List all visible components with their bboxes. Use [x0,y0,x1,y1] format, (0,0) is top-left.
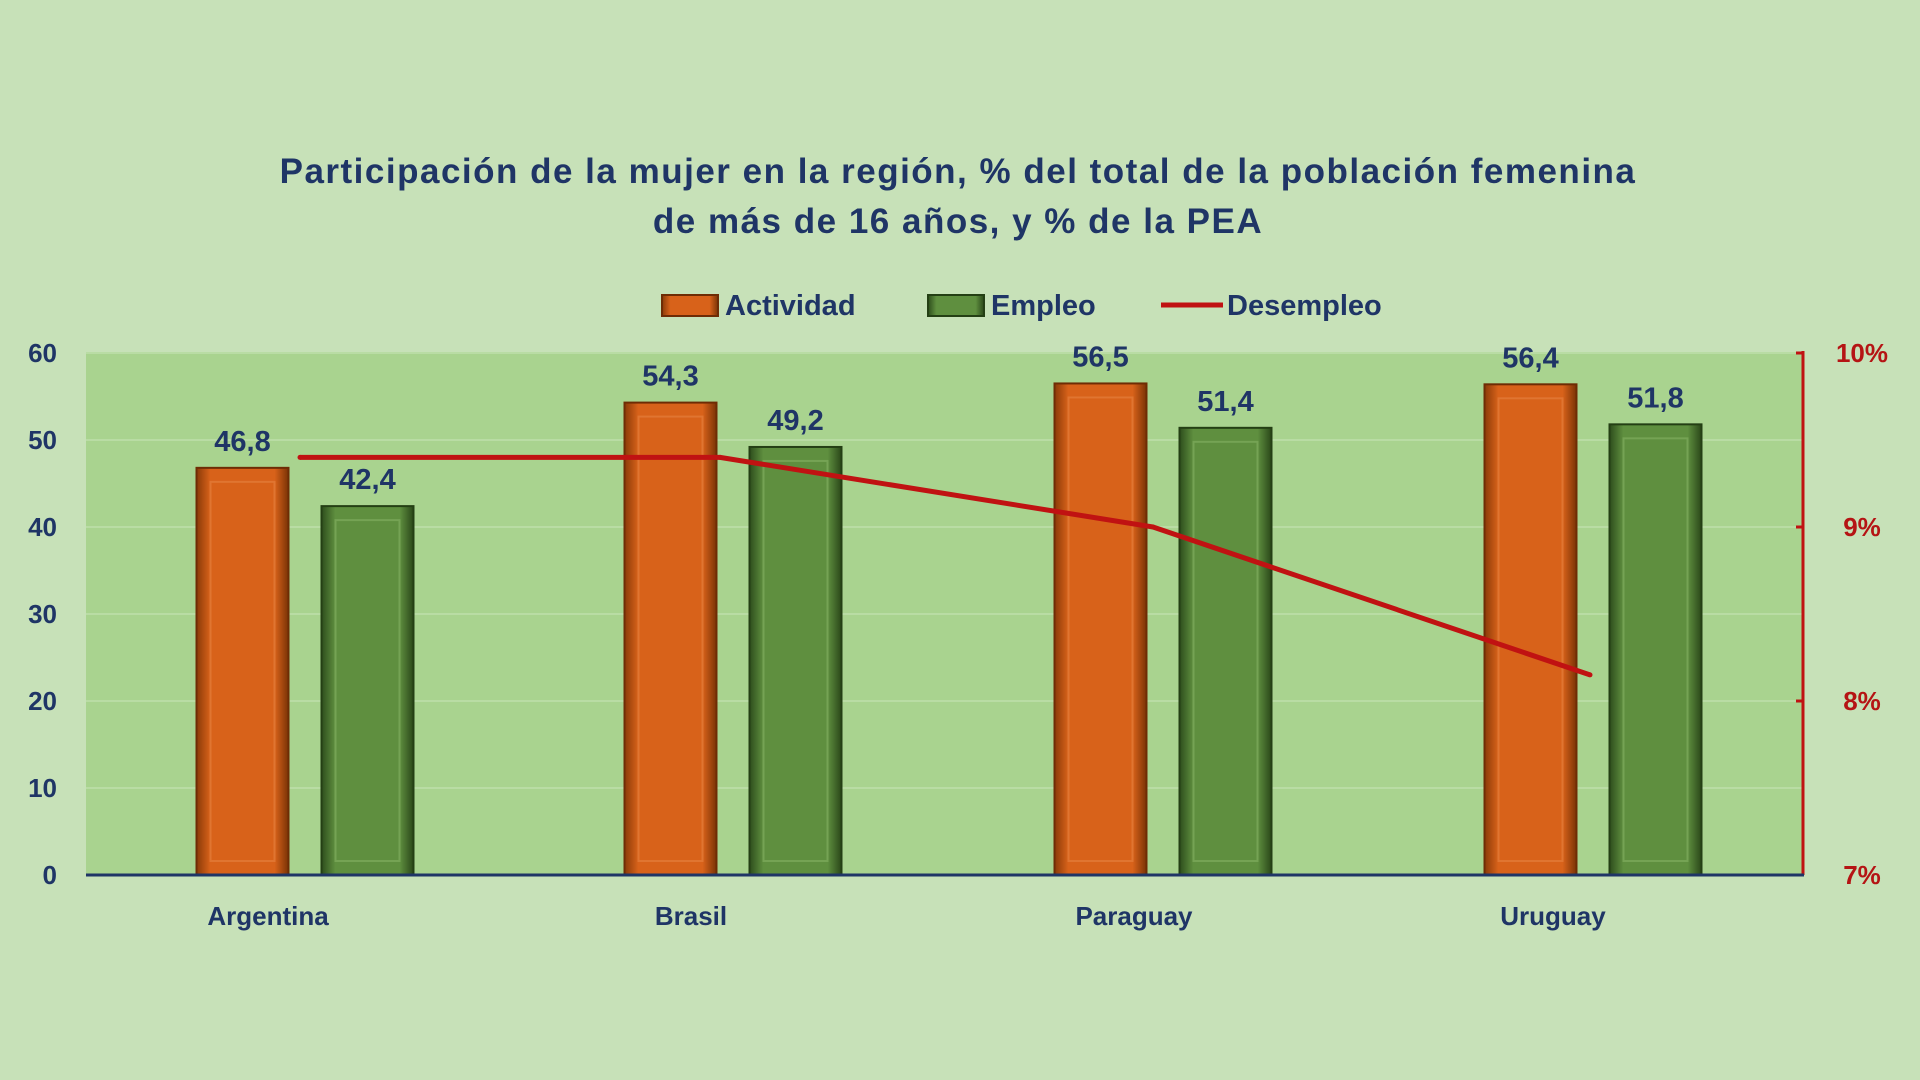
desempleo-point-brasil [717,454,723,460]
y-tick-label: 20 [28,686,57,716]
y-tick-label: 50 [28,425,57,455]
chart-title-line-1: Participación de la mujer en la región, … [280,152,1637,191]
chart-title-line-2: de más de 16 años, y % de la PEA [653,202,1263,241]
bar-empleo-argentina [320,505,415,876]
y2-tick-label: 10% [1836,338,1888,368]
bar-empleo-brasil [748,445,843,876]
data-label-empleo-brasil: 49,2 [767,405,823,437]
y-tick-label: 40 [28,512,57,542]
bar-empleo-paraguay [1178,426,1273,876]
data-label-actividad-uruguay: 56,4 [1502,342,1558,374]
desempleo-point-argentina [297,454,303,460]
y-axis-left: 0 10 20 30 40 50 60 [28,338,57,890]
bar-bevel [637,415,704,862]
bar-empleo-uruguay [1608,423,1703,876]
x-tick-label: Paraguay [1075,901,1193,931]
x-tick-label: Argentina [207,901,329,931]
y-tick-label: 0 [43,860,57,890]
data-label-actividad-paraguay: 56,5 [1072,341,1128,373]
bar-actividad-paraguay [1053,382,1148,876]
data-label-empleo-uruguay: 51,8 [1627,382,1683,414]
y-tick-label: 10 [28,773,57,803]
data-labels: 46,8 42,4 54,3 49,2 56,5 51,4 56,4 51,8 [214,341,1683,496]
legend-label-desempleo: Desempleo [1227,290,1382,322]
y-tick-label: 30 [28,599,57,629]
bar-bevel [762,459,829,862]
x-axis: Argentina Brasil Paraguay Uruguay [86,873,1804,931]
data-label-empleo-argentina: 42,4 [339,464,395,496]
legend-label-actividad: Actividad [725,290,856,322]
y-tick-label: 60 [28,338,57,368]
desempleo-line [300,454,1591,678]
bar-bevel [1067,396,1134,862]
desempleo-line-series [297,454,1593,678]
desempleo-point-paraguay [1150,524,1156,530]
x-tick-label: Brasil [655,901,727,931]
y-axis-right: 7% 8% 9% 10% [1796,338,1888,890]
legend-swatch-actividad [661,294,719,317]
y2-tick-label: 8% [1843,686,1881,716]
data-label-empleo-paraguay: 51,4 [1197,386,1253,418]
x-tick-label: Uruguay [1500,901,1606,931]
bar-bevel [209,480,276,862]
data-label-actividad-brasil: 54,3 [642,361,698,393]
bar-actividad-uruguay [1483,383,1578,876]
bars [195,382,1703,876]
desempleo-point-uruguay [1587,672,1593,678]
legend: Actividad Empleo Desempleo [661,290,1382,322]
bar-bevel [1622,437,1689,862]
chart-title: Participación de la mujer en la región, … [280,152,1637,241]
legend-label-empleo: Empleo [991,290,1096,322]
bar-actividad-argentina [195,466,290,876]
bar-bevel [1192,440,1259,862]
y2-tick-label: 9% [1843,512,1881,542]
legend-swatch-empleo [927,294,985,317]
bar-bevel [334,519,401,862]
y2-tick-label: 7% [1843,860,1881,890]
data-label-actividad-argentina: 46,8 [214,426,270,458]
bar-bevel [1497,397,1564,862]
